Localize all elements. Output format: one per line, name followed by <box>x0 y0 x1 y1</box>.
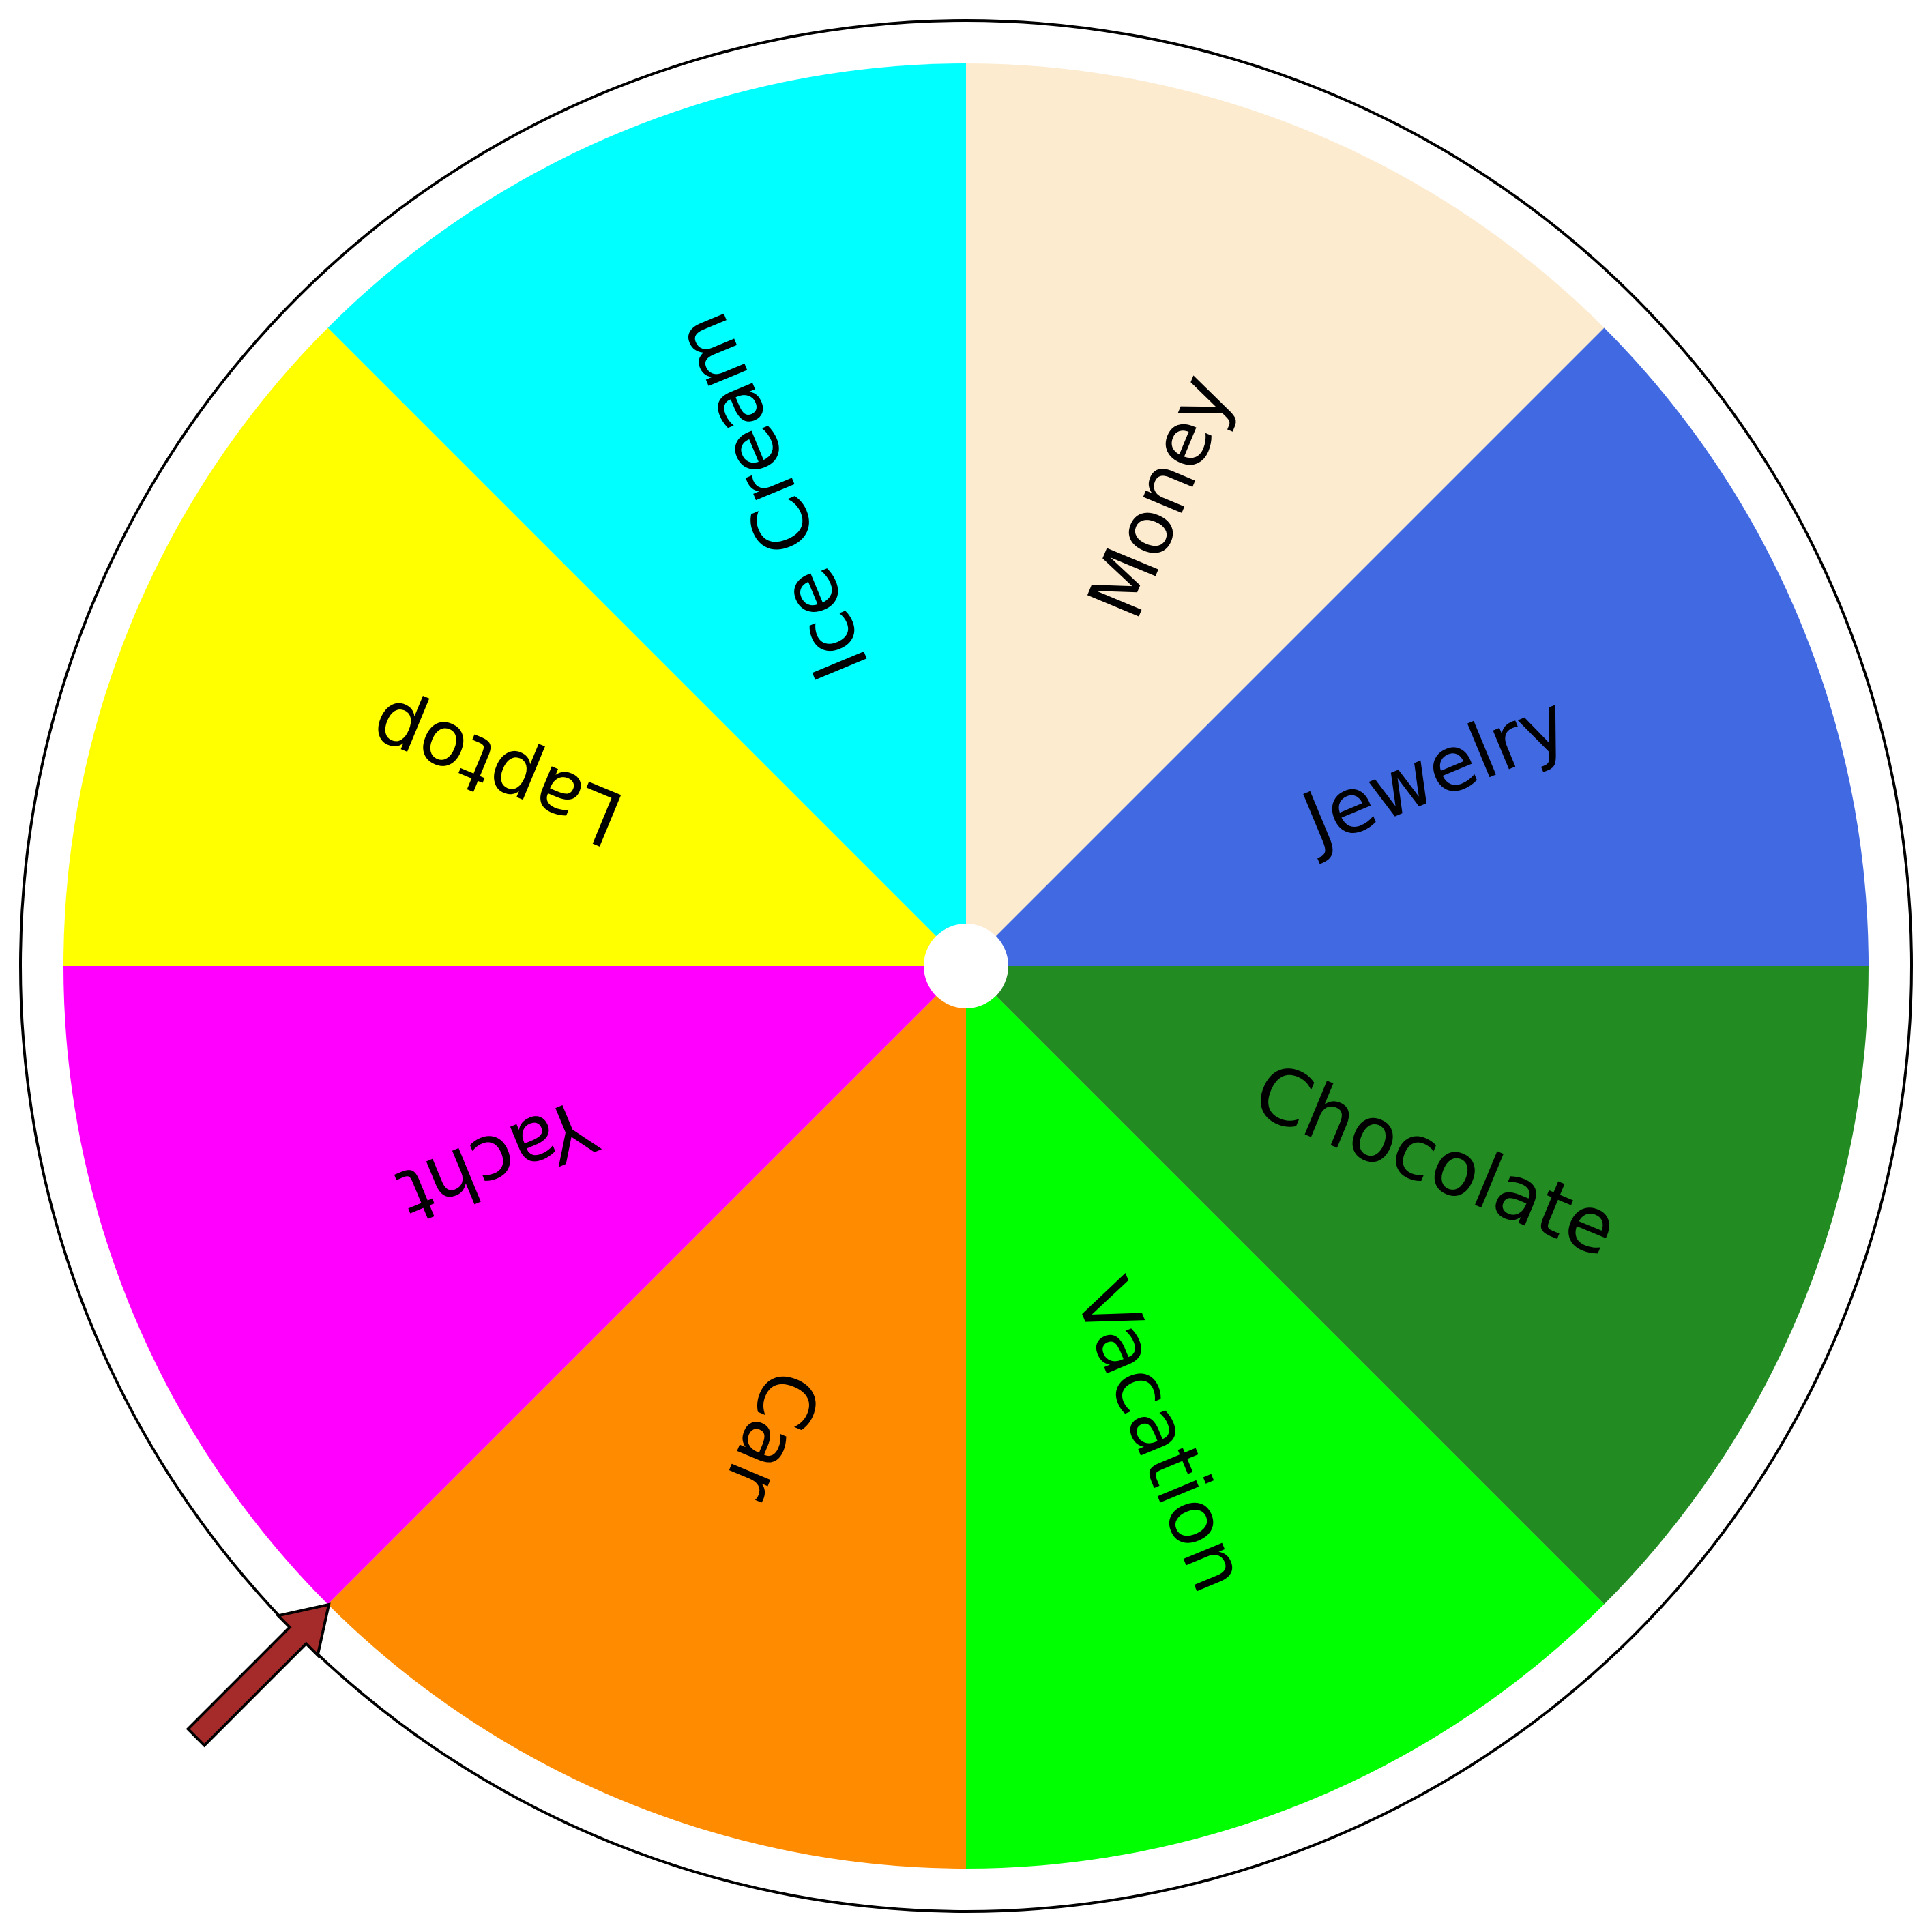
slice-yacht[interactable] <box>63 966 966 1605</box>
wheel-slices[interactable] <box>63 63 1869 1869</box>
slice-ice-cream[interactable] <box>327 63 967 966</box>
slice-vacation[interactable] <box>966 966 1605 1869</box>
wheel-hub[interactable] <box>924 924 1008 1008</box>
slice-money[interactable] <box>966 63 1605 966</box>
slice-laptop[interactable] <box>63 327 966 967</box>
slice-jewelry[interactable] <box>966 327 1869 967</box>
slice-car[interactable] <box>327 966 967 1869</box>
arrow-pointer-icon <box>186 1602 331 1748</box>
slice-chocolate[interactable] <box>966 966 1869 1605</box>
